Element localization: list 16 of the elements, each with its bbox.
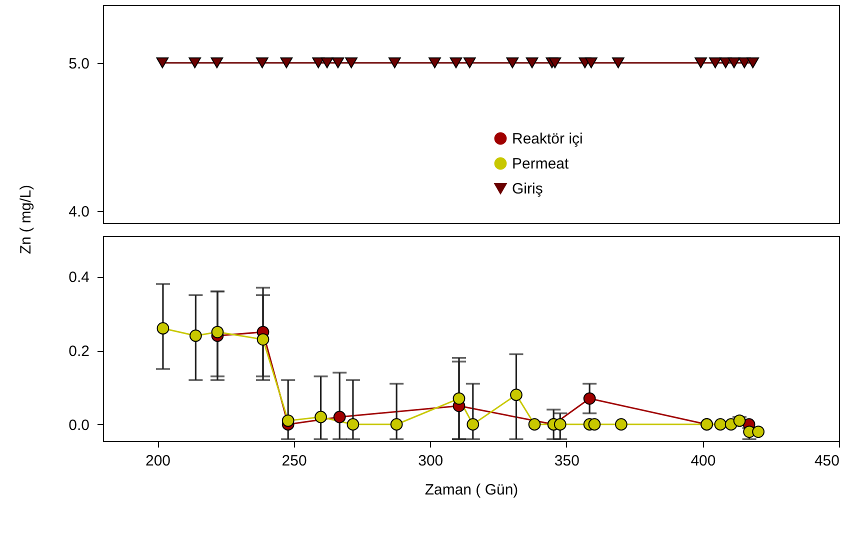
x-tick-label: 200 bbox=[146, 452, 171, 470]
y-tick-label: 0.0 bbox=[68, 416, 90, 434]
legend-label: Reaktör içi bbox=[512, 130, 583, 148]
y-tick-label: 0.4 bbox=[68, 269, 90, 286]
legend-label: Permeat bbox=[512, 156, 570, 172]
x-tick-label: 350 bbox=[554, 452, 580, 470]
x-axis-title: Zaman ( Gün) bbox=[424, 482, 518, 498]
x-tick-label: 450 bbox=[814, 452, 840, 470]
y-tick-label: 0.2 bbox=[68, 343, 90, 360]
y-tick-label: 4.0 bbox=[68, 204, 90, 221]
y-axis-title: Zn ( mg/L) bbox=[18, 184, 34, 254]
x-tick-label: 250 bbox=[282, 452, 307, 470]
legend-label: Giriş bbox=[512, 180, 543, 198]
x-tick-label: 400 bbox=[690, 452, 716, 470]
y-tick-label: 5.0 bbox=[68, 55, 90, 72]
x-tick-label: 300 bbox=[418, 452, 444, 470]
